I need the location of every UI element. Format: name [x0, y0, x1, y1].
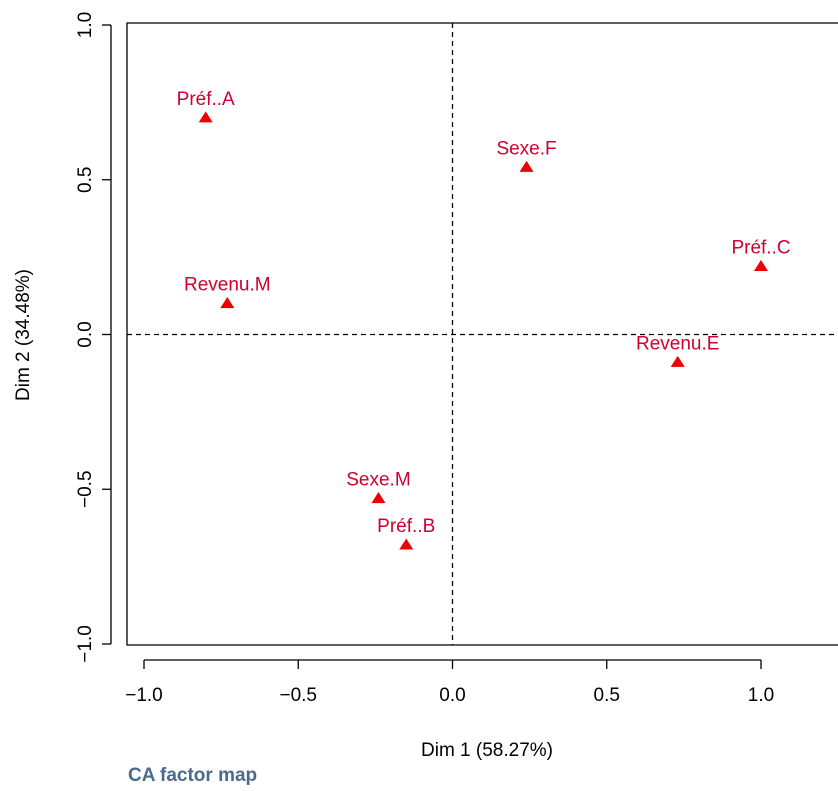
- data-point: [670, 355, 685, 367]
- data-point-label: Sexe.M: [346, 470, 410, 491]
- x-tick-label: 0.0: [439, 685, 465, 706]
- data-point-label: Préf..A: [177, 89, 235, 110]
- data-point-label: Préf..C: [731, 237, 790, 258]
- x-tick-label: 0.5: [594, 685, 620, 706]
- data-point: [399, 538, 414, 550]
- data-point-label: Préf..B: [377, 516, 435, 537]
- data-point: [371, 492, 386, 504]
- data-point: [198, 111, 213, 123]
- x-tick-label: 1.0: [748, 685, 774, 706]
- data-point: [220, 297, 235, 309]
- x-axis-title: Dim 1 (58.27%): [421, 740, 553, 761]
- x-tick-label: −1.0: [125, 685, 163, 706]
- y-tick-label: 0.0: [75, 321, 96, 347]
- y-axis-title: Dim 2 (34.48%): [13, 269, 34, 401]
- y-tick-label: 0.5: [75, 167, 96, 193]
- data-point: [519, 160, 534, 172]
- y-tick-label: 1.0: [75, 12, 96, 38]
- data-point: [754, 259, 768, 271]
- y-tick-label: −0.5: [75, 470, 96, 508]
- y-tick-label: −1.0: [75, 625, 96, 663]
- data-point-label: Revenu.M: [184, 275, 271, 296]
- data-point-label: Revenu.E: [636, 333, 719, 354]
- chart-title: CA factor map: [128, 765, 258, 786]
- x-tick-label: −0.5: [279, 685, 317, 706]
- data-point-label: Sexe.F: [496, 138, 556, 159]
